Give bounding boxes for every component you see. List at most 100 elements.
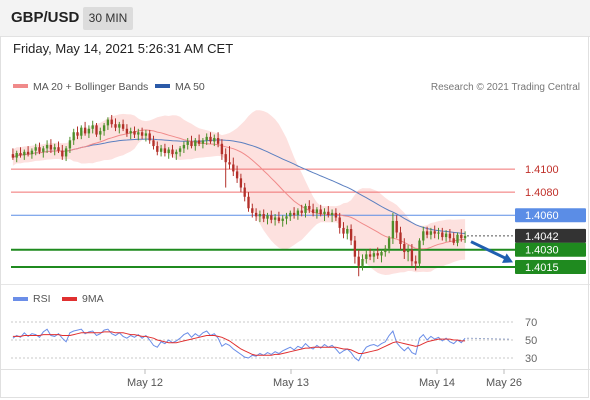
candle-body [182, 144, 186, 149]
candle-body [243, 187, 246, 197]
candle-body [304, 205, 307, 213]
candle-body [186, 141, 189, 145]
candle-body [129, 131, 132, 134]
candle-body [357, 256, 360, 266]
candle-body [463, 235, 467, 239]
candle-body [289, 212, 292, 217]
symbol-title: GBP/USD [11, 9, 80, 26]
candle-body [361, 258, 364, 266]
candle-body [45, 144, 49, 149]
level-tag-support [515, 260, 586, 275]
candle-body [277, 217, 281, 221]
candle-body [311, 209, 315, 213]
candle-body [76, 132, 79, 136]
candle-body [68, 140, 72, 149]
candle-body [410, 249, 414, 262]
candle-body [433, 231, 436, 234]
candle-body [452, 238, 455, 243]
rsi-line [12, 328, 466, 362]
x-axis: May 12 May 13 May 14 May 26 [127, 369, 522, 389]
level-tag-support [515, 242, 586, 257]
candle-body [224, 154, 227, 163]
candle-body [125, 128, 129, 134]
candle-body [300, 210, 303, 213]
candle-body [197, 140, 201, 144]
candle-body [156, 146, 159, 152]
x-tick-label: May 13 [273, 377, 309, 389]
candle-body [365, 254, 368, 259]
candle-body [23, 151, 26, 156]
candle-body [281, 218, 284, 221]
candle-body [387, 238, 391, 249]
ma20-line [12, 129, 466, 250]
candle-body [163, 148, 167, 153]
candle-body [254, 212, 258, 217]
level-label-pivot: 1.4060 [525, 210, 559, 222]
candle-body [102, 125, 106, 132]
level-label-support: 1.4030 [525, 245, 559, 257]
candle-body [228, 162, 231, 165]
candle-body [205, 136, 208, 141]
ma50-legend-swatch [155, 84, 170, 88]
candle-body [422, 231, 425, 241]
candle-body [121, 124, 125, 129]
candle-body [330, 212, 334, 216]
rsi-panel: 70 50 30 [11, 317, 537, 365]
candle-body [270, 215, 273, 220]
rsi-tick-label: 50 [525, 335, 537, 347]
x-tick-label: May 26 [486, 377, 522, 389]
ma50-legend-label: MA 50 [175, 81, 205, 93]
candle-body [232, 164, 235, 172]
candle-body [15, 152, 18, 158]
candle-body [61, 150, 64, 157]
candle-body [376, 253, 379, 256]
candle-body [34, 147, 37, 151]
rsi-tick-label: 70 [525, 317, 537, 329]
candle-body [334, 212, 338, 218]
timeframe-button[interactable]: 30 MIN [83, 7, 133, 30]
candle-body [319, 209, 322, 215]
candle-body [327, 211, 330, 216]
candle-body [99, 131, 102, 135]
candle-body [87, 128, 91, 134]
candle-body [194, 140, 197, 147]
candle-body [391, 220, 395, 239]
candle-body [437, 232, 440, 234]
candle-body [262, 214, 265, 219]
candle-body [42, 148, 45, 152]
x-tick-label: May 12 [127, 377, 163, 389]
candle-body [384, 248, 387, 253]
candle-body [418, 240, 421, 264]
candle-body [258, 214, 262, 217]
forecast-arrow-shaft [470, 240, 509, 261]
candle-body [140, 132, 144, 136]
rsi-tick-label: 30 [525, 353, 537, 365]
candle-body [239, 178, 243, 188]
candle-body [57, 147, 60, 151]
candle-body [323, 211, 326, 215]
candle-body [353, 240, 357, 257]
candle-body [456, 234, 459, 243]
candle-body [247, 196, 250, 209]
candle-body [49, 144, 53, 150]
rsi-legend-label: RSI [33, 293, 51, 305]
level-label-support: 1.4015 [525, 262, 559, 274]
forecast-arrow-head [502, 253, 513, 263]
candle-body [460, 234, 463, 239]
candle-body [368, 254, 372, 257]
ma20-legend-swatch [13, 84, 28, 88]
candle-body [213, 138, 216, 142]
candle-body [403, 243, 406, 253]
candle-body [273, 217, 277, 220]
level-tag-pivot [515, 208, 586, 223]
candle-body [190, 141, 193, 147]
rsi-ma-line [12, 331, 466, 356]
candle-body [95, 125, 98, 135]
level-label-resistance: 1.4100 [525, 164, 559, 176]
candle-body [338, 217, 341, 228]
candle-body [53, 147, 56, 150]
candle-body [349, 229, 353, 241]
candle-body [30, 150, 34, 155]
candle-body [110, 119, 113, 125]
candle-body [315, 209, 319, 213]
